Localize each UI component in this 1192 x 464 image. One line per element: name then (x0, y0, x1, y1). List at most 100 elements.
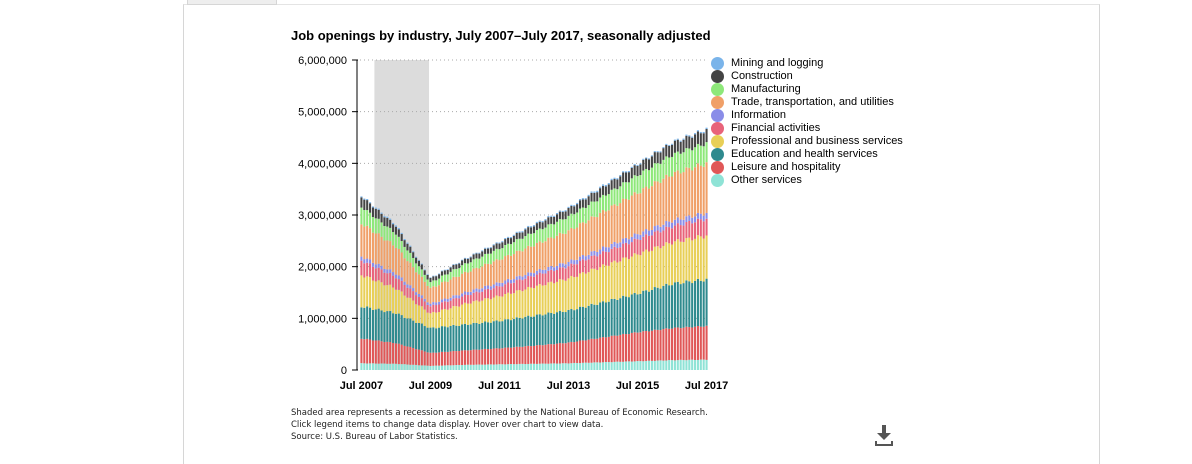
bar-segment[interactable] (406, 364, 409, 370)
bar-segment[interactable] (630, 242, 633, 257)
bar-segment[interactable] (452, 276, 455, 296)
bar-segment[interactable] (553, 344, 556, 364)
month-bar-stack[interactable] (573, 205, 576, 370)
bar-segment[interactable] (374, 281, 377, 310)
bar-segment[interactable] (389, 269, 392, 273)
bar-segment[interactable] (601, 251, 605, 265)
bar-segment[interactable] (699, 326, 702, 360)
bar-segment[interactable] (475, 252, 478, 254)
bar-segment[interactable] (507, 237, 510, 244)
bar-segment[interactable] (438, 278, 441, 286)
bar-segment[interactable] (532, 363, 536, 370)
bar-segment[interactable] (639, 164, 642, 176)
bar-segment[interactable] (518, 279, 521, 291)
bar-segment[interactable] (486, 253, 490, 264)
bar-segment[interactable] (435, 302, 438, 306)
month-bar-stack[interactable] (607, 183, 610, 370)
bar-segment[interactable] (578, 306, 582, 341)
bar-segment[interactable] (484, 253, 487, 264)
bar-segment[interactable] (538, 220, 541, 222)
bar-segment[interactable] (541, 345, 544, 364)
bar-segment[interactable] (475, 322, 478, 350)
bar-segment[interactable] (630, 236, 633, 243)
bar-segment[interactable] (578, 261, 582, 274)
bar-segment[interactable] (438, 274, 441, 279)
bar-segment[interactable] (636, 234, 639, 240)
bar-segment[interactable] (443, 308, 446, 327)
bar-segment[interactable] (423, 298, 426, 302)
bar-segment[interactable] (532, 288, 536, 317)
bar-segment[interactable] (363, 209, 366, 227)
bar-segment[interactable] (466, 272, 469, 292)
bar-segment[interactable] (547, 266, 550, 271)
bar-segment[interactable] (512, 293, 515, 320)
bar-segment[interactable] (463, 294, 467, 303)
bar-segment[interactable] (665, 144, 668, 157)
bar-segment[interactable] (622, 238, 625, 244)
bar-segment[interactable] (558, 211, 561, 220)
bar-segment[interactable] (397, 313, 400, 344)
bar-segment[interactable] (417, 365, 420, 370)
bar-segment[interactable] (532, 246, 536, 274)
bar-segment[interactable] (512, 235, 515, 243)
bar-segment[interactable] (515, 290, 518, 318)
bar-segment[interactable] (530, 233, 533, 247)
month-bar-stack[interactable] (369, 202, 372, 370)
bar-segment[interactable] (360, 338, 363, 364)
month-bar-stack[interactable] (576, 202, 579, 370)
bar-segment[interactable] (417, 296, 420, 306)
month-bar-stack[interactable] (590, 191, 593, 370)
bar-segment[interactable] (429, 287, 432, 304)
bar-segment[interactable] (501, 296, 504, 322)
bar-segment[interactable] (547, 344, 550, 364)
bar-segment[interactable] (691, 327, 694, 360)
bar-segment[interactable] (662, 178, 665, 225)
bar-segment[interactable] (705, 127, 708, 130)
bar-segment[interactable] (688, 135, 691, 137)
bar-segment[interactable] (691, 217, 694, 224)
bar-segment[interactable] (400, 344, 403, 365)
bar-segment[interactable] (601, 184, 605, 186)
bar-segment[interactable] (564, 219, 567, 234)
month-bar-stack[interactable] (360, 196, 363, 370)
bar-segment[interactable] (472, 349, 475, 365)
bar-segment[interactable] (650, 289, 653, 331)
bar-segment[interactable] (446, 301, 449, 310)
bar-segment[interactable] (435, 280, 438, 287)
bar-segment[interactable] (423, 351, 426, 366)
bar-segment[interactable] (466, 291, 469, 296)
bar-segment[interactable] (507, 236, 510, 238)
bar-segment[interactable] (550, 281, 553, 314)
bar-segment[interactable] (512, 319, 515, 348)
bar-segment[interactable] (397, 248, 400, 276)
bar-segment[interactable] (527, 276, 530, 287)
bar-segment[interactable] (443, 281, 446, 299)
bar-segment[interactable] (449, 326, 452, 352)
month-bar-stack[interactable] (616, 178, 619, 370)
bar-segment[interactable] (377, 208, 380, 210)
bar-segment[interactable] (449, 308, 452, 327)
bar-segment[interactable] (486, 349, 490, 365)
bar-segment[interactable] (524, 229, 527, 237)
bar-segment[interactable] (360, 307, 363, 339)
legend-item[interactable]: Information (711, 109, 911, 122)
bar-segment[interactable] (463, 291, 467, 295)
bar-segment[interactable] (386, 273, 389, 286)
legend-item[interactable]: Professional and business services (711, 135, 911, 148)
bar-segment[interactable] (553, 363, 556, 370)
bar-segment[interactable] (383, 240, 386, 269)
bar-segment[interactable] (403, 246, 406, 259)
bar-segment[interactable] (360, 196, 363, 198)
bar-segment[interactable] (452, 350, 455, 366)
bar-segment[interactable] (440, 270, 444, 272)
bar-segment[interactable] (394, 247, 397, 275)
bar-segment[interactable] (671, 360, 674, 370)
month-bar-stack[interactable] (601, 184, 605, 370)
bar-segment[interactable] (397, 228, 400, 230)
bar-segment[interactable] (415, 256, 418, 258)
bar-segment[interactable] (642, 159, 645, 171)
bar-segment[interactable] (472, 364, 475, 370)
bar-segment[interactable] (555, 343, 559, 364)
bar-segment[interactable] (584, 307, 587, 341)
bar-segment[interactable] (656, 152, 659, 164)
